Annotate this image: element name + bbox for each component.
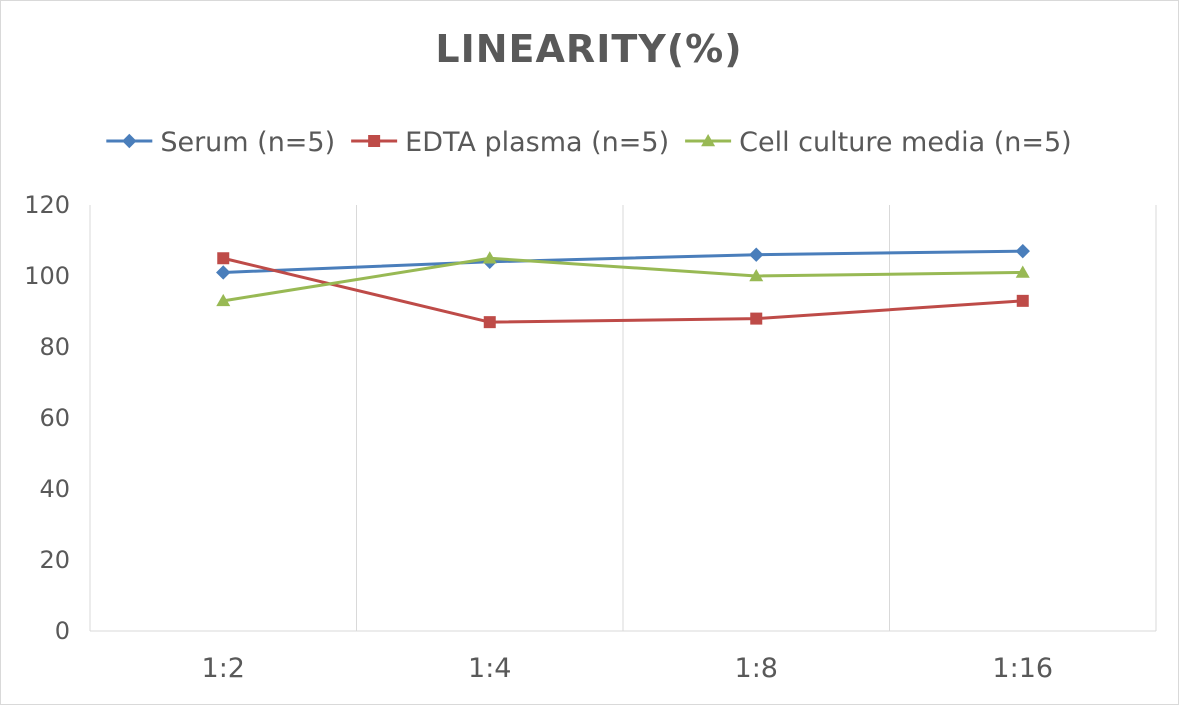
y-tick-label: 80 <box>39 333 70 361</box>
x-category-label: 1:8 <box>735 653 778 684</box>
data-point <box>217 252 230 265</box>
x-category-label: 1:16 <box>992 653 1053 684</box>
data-point <box>749 247 764 262</box>
y-tick-label: 120 <box>24 191 70 219</box>
series-line <box>221 256 1025 324</box>
y-tick-label: 0 <box>55 617 70 645</box>
data-point <box>1015 265 1030 278</box>
series-2 <box>217 252 1029 329</box>
series-layer <box>216 243 1030 329</box>
legend: Serum (n=5) EDTA plasma (n=5) Cell culture… <box>106 127 1072 158</box>
data-point <box>1016 294 1029 307</box>
y-tick-label: 60 <box>39 404 70 432</box>
data-point <box>216 265 231 280</box>
y-tick-label: 20 <box>39 546 70 574</box>
legend-marker <box>368 135 381 147</box>
y-axis-ticks: 0 20 40 60 80 100 120 <box>24 191 70 645</box>
legend-label: Serum (n=5) <box>160 127 335 158</box>
y-tick-label: 100 <box>24 262 70 290</box>
legend-marker <box>701 134 716 147</box>
data-point <box>483 316 496 329</box>
x-axis-ticks: 1:2 1:4 1:8 1:16 <box>202 653 1054 684</box>
series-3 <box>216 251 1030 307</box>
data-point <box>749 269 764 282</box>
chart-title: LINEARITY(%) <box>435 27 742 71</box>
legend-label: Cell culture media (n=5) <box>739 127 1072 158</box>
axes <box>89 205 1156 632</box>
legend-label: EDTA plasma (n=5) <box>405 127 669 158</box>
gridlines <box>356 205 1157 631</box>
legend-marker <box>122 133 137 149</box>
x-category-label: 1:4 <box>468 653 511 684</box>
x-category-label: 1:2 <box>202 653 245 684</box>
y-tick-label: 40 <box>39 475 70 503</box>
data-point <box>482 251 497 264</box>
data-point <box>216 293 231 307</box>
data-point <box>750 312 763 325</box>
data-point <box>1015 243 1030 259</box>
series-line <box>221 256 1025 303</box>
series-line <box>221 249 1025 274</box>
